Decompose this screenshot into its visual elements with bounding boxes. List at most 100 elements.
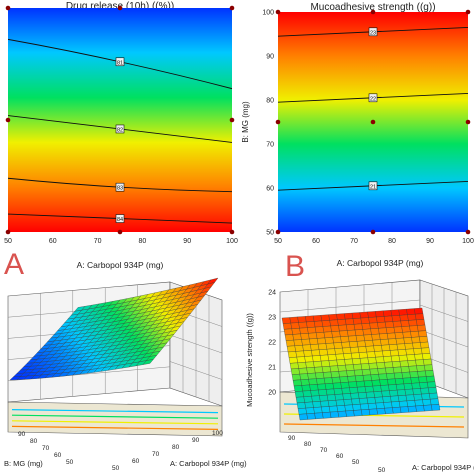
surface-b-mesh-cell bbox=[321, 320, 331, 327]
panel-b-y-tick-label: 50 bbox=[266, 230, 274, 237]
surface-b-mesh-cell bbox=[360, 363, 370, 370]
surface-b-mesh-cell bbox=[350, 392, 360, 400]
surface-b-floor-contour bbox=[283, 423, 465, 428]
surface-b-mesh-cell bbox=[376, 408, 386, 415]
panel-b-contour-label-box bbox=[368, 27, 378, 37]
surface-b-mesh-cell bbox=[306, 367, 316, 374]
surface-b-mesh-cell bbox=[331, 376, 341, 384]
panel-b-contour-lines: 23 22 21 bbox=[278, 26, 468, 191]
surface-b-mesh-cell bbox=[308, 378, 318, 386]
surface-b-mesh-cell bbox=[371, 379, 381, 387]
surface-b-ticks: 90 80 70 60 50 50 bbox=[288, 435, 386, 474]
surface-b-mesh-cell bbox=[344, 358, 354, 366]
surface-b-mesh-cell bbox=[314, 366, 324, 374]
surface-b-mesh-cell bbox=[305, 361, 315, 369]
surface-b-mesh-cell bbox=[311, 395, 321, 403]
surface-b-mesh-cell bbox=[313, 320, 324, 328]
surface-b-mesh-cell bbox=[383, 355, 393, 363]
surface-b-mesh-cell bbox=[296, 402, 306, 409]
surface-b-mesh-cell bbox=[284, 334, 294, 341]
surface-b-mesh-cell bbox=[402, 331, 412, 339]
surface-b-mesh-cell bbox=[323, 331, 333, 339]
surface-b-mesh-cell bbox=[391, 401, 401, 408]
surface-b-mesh-cell bbox=[369, 368, 379, 375]
surface-b-mesh-cell bbox=[415, 405, 425, 412]
surface-b-mesh-cell bbox=[414, 353, 424, 361]
surface-b-mesh-cell bbox=[407, 405, 417, 413]
surface-b-mesh-cell bbox=[383, 401, 393, 409]
surface-b-mesh-cell bbox=[286, 345, 296, 353]
surface-b-mesh-cell bbox=[408, 319, 418, 327]
surface-b-mesh-cell bbox=[431, 404, 441, 411]
surface-b-mesh-cell bbox=[391, 315, 401, 322]
surface-a-y-tick-label: 50 bbox=[66, 459, 74, 466]
surface-a-x-axis-label: A: Carbopol 934P (mg) bbox=[170, 459, 247, 468]
surface-b-mesh-cell bbox=[338, 370, 348, 378]
surface-b-mesh-cell bbox=[384, 361, 394, 369]
panel-b-x-tick-label: 70 bbox=[350, 238, 358, 245]
surface-b-mesh-cell bbox=[417, 370, 427, 378]
surface-b-mesh-cell bbox=[336, 313, 346, 320]
panel-b-contour-label: 23 bbox=[370, 30, 376, 36]
panel-a-letter: A bbox=[4, 248, 24, 281]
surface-b-mesh-cell bbox=[325, 342, 335, 350]
surface-b-mesh-cell bbox=[381, 344, 391, 352]
surface-b-mesh-cell bbox=[401, 325, 411, 333]
surface-b-mesh-cell bbox=[343, 398, 353, 406]
surface-a-x-tick-label: 90 bbox=[192, 437, 200, 444]
wall-grid-line bbox=[279, 299, 421, 313]
panel-b-design-point bbox=[465, 9, 471, 15]
surface-b-mesh-cell bbox=[361, 409, 371, 416]
surface-b-mesh-cell bbox=[398, 400, 409, 408]
panel-a-x-tick-label: 90 bbox=[183, 238, 191, 245]
surface-b-mesh-cell bbox=[403, 383, 413, 390]
surface-b-mesh-cell bbox=[395, 337, 405, 345]
surface-b-mesh-cell bbox=[336, 405, 346, 412]
surface-b-mesh-cell bbox=[379, 379, 389, 386]
surface-b-mesh-cell bbox=[423, 404, 433, 412]
surface-b-mesh-cell bbox=[375, 356, 385, 364]
panel-a-design-point bbox=[5, 229, 11, 235]
surface-a-floor bbox=[7, 401, 223, 437]
surface-b-mesh-cell bbox=[365, 345, 375, 353]
surface-b-mesh-cell bbox=[387, 378, 397, 386]
surface-b-mesh-cell bbox=[356, 340, 366, 348]
surface-b-mesh-cell bbox=[391, 361, 402, 368]
surface-b-mesh-cell bbox=[359, 357, 369, 365]
surface-b-mesh-cell bbox=[404, 342, 414, 350]
surface-b-mesh-cell bbox=[367, 311, 377, 318]
surface-b-mesh-cell bbox=[415, 313, 425, 321]
panel-b-x-tick-label: 90 bbox=[426, 238, 434, 245]
surface-b-mesh-cell bbox=[309, 338, 319, 345]
surface-b-mesh-cell bbox=[384, 321, 395, 328]
surface-b-mesh-cell bbox=[397, 349, 407, 356]
surface-b-mesh-cell bbox=[374, 350, 384, 358]
surface-b-mesh-cell bbox=[416, 319, 426, 326]
panel-b-y-tick-label: 60 bbox=[266, 186, 274, 193]
surface-b-mesh-cell bbox=[327, 400, 338, 407]
surface-b-mesh-cell bbox=[320, 400, 330, 408]
surface-b-mesh-cell bbox=[337, 410, 347, 418]
panel-a-design-point bbox=[117, 229, 123, 235]
surface-b-mesh-cell bbox=[303, 350, 313, 357]
surface-b-mesh-cell bbox=[383, 315, 394, 323]
surface-b-mesh-cell bbox=[345, 364, 355, 371]
surface-b-mesh-cell bbox=[316, 337, 327, 345]
surface-b-mesh-cell bbox=[328, 405, 339, 413]
surface-b-mesh-cell bbox=[367, 357, 377, 364]
surface-b-mesh-cell bbox=[418, 376, 428, 383]
surface-a-x-tick-label: 60 bbox=[132, 458, 140, 465]
surface-b-mesh-cell bbox=[317, 343, 328, 350]
surface-a-y-tick-label: 60 bbox=[54, 452, 62, 459]
surface-b-mesh-cell bbox=[294, 345, 304, 352]
surface-b-mesh-cell bbox=[306, 321, 316, 328]
surface-b-mesh-cell bbox=[406, 400, 416, 407]
panel-a-x-tick-label: 60 bbox=[49, 238, 57, 245]
surface-b-mesh-cell bbox=[289, 362, 299, 370]
surface-b-z-tick-label: 21 bbox=[268, 365, 276, 372]
surface-b-mesh-cell bbox=[424, 364, 434, 372]
surface-b-mesh-cell bbox=[317, 383, 327, 391]
surface-b-mesh-cell bbox=[354, 369, 364, 377]
surface-b-mesh-cell bbox=[373, 391, 383, 398]
surface-b-mesh-cell bbox=[368, 362, 378, 370]
